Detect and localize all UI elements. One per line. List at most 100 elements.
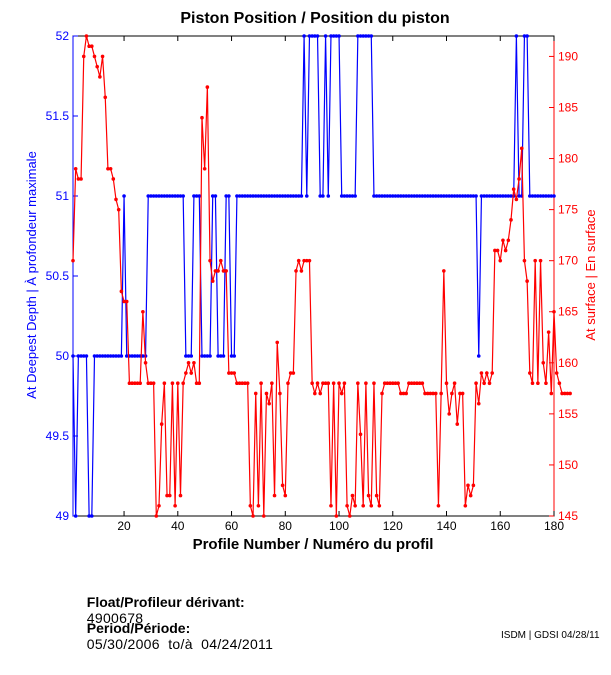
deepest-depth-point — [517, 194, 521, 198]
surface-point — [544, 381, 548, 386]
surface-point — [458, 391, 462, 396]
surface-point — [447, 412, 452, 416]
surface-point — [224, 269, 228, 273]
surface-point — [245, 381, 250, 386]
deepest-depth-point — [119, 354, 124, 358]
deepest-depth-point — [205, 354, 210, 358]
x-tick-label: 80 — [279, 519, 293, 533]
deepest-depth-point — [356, 34, 360, 38]
surface-point — [404, 391, 409, 396]
surface-point — [552, 309, 556, 314]
deepest-depth-point — [310, 34, 314, 38]
surface-point — [374, 493, 379, 498]
surface-point — [189, 371, 194, 375]
surface-point — [205, 85, 210, 89]
deepest-depth-point — [210, 194, 215, 198]
deepest-depth-point — [525, 34, 529, 38]
deepest-depth-point — [272, 194, 277, 198]
float-label: Float/Profileur dérivant: — [86, 594, 245, 610]
deepest-depth-point — [498, 194, 503, 198]
surface-point — [237, 381, 242, 386]
surface-point — [380, 391, 384, 396]
deepest-depth-point — [237, 194, 242, 198]
deepest-depth-point — [259, 194, 263, 198]
right-y-tick-label: 160 — [558, 356, 578, 370]
surface-point — [396, 381, 400, 386]
surface-point — [554, 371, 559, 375]
deepest-depth-point — [267, 194, 271, 198]
deepest-depth-point — [224, 194, 228, 198]
deepest-depth-point — [466, 194, 470, 198]
deepest-depth-point — [280, 194, 285, 198]
surface-point — [557, 381, 562, 386]
deepest-depth-point — [227, 194, 231, 198]
deepest-depth-point — [264, 194, 269, 198]
deepest-depth-point — [377, 194, 382, 198]
surface-point — [218, 258, 223, 263]
surface-point — [530, 381, 535, 386]
deepest-depth-point — [213, 194, 218, 198]
surface-point — [487, 381, 492, 386]
deepest-depth-point — [192, 194, 196, 198]
deepest-depth-point — [474, 194, 478, 198]
surface-point — [385, 381, 390, 386]
deepest-depth-point — [167, 194, 172, 198]
x-tick-label: 140 — [436, 519, 456, 533]
deepest-depth-point — [92, 354, 97, 358]
surface-point — [356, 381, 360, 386]
surface-point — [433, 391, 438, 396]
deepest-depth-point — [208, 354, 212, 358]
float-value: 4900678 — [86, 610, 144, 626]
deepest-depth-point — [339, 194, 344, 198]
deepest-depth-point — [396, 194, 400, 198]
deepest-depth-point — [423, 194, 427, 198]
surface-point — [81, 54, 86, 59]
surface-point — [498, 258, 503, 263]
deepest-depth-point — [366, 34, 371, 38]
surface-point — [493, 248, 497, 253]
surface-point — [417, 381, 422, 386]
surface-point — [412, 381, 417, 386]
deepest-depth-point — [313, 34, 317, 38]
deepest-depth-point — [388, 194, 392, 198]
surface-point — [130, 381, 134, 386]
deepest-depth-point — [197, 194, 202, 198]
surface-point — [299, 269, 304, 273]
deepest-depth-point — [468, 194, 473, 198]
deepest-depth-point — [95, 354, 99, 358]
deepest-depth-point — [399, 194, 403, 198]
deepest-depth-point — [552, 194, 556, 198]
surface-point — [431, 391, 435, 396]
surface-point — [522, 258, 527, 263]
deepest-depth-point — [84, 354, 89, 358]
surface-point — [103, 95, 108, 100]
deepest-depth-point — [369, 34, 374, 38]
deepest-depth-point — [533, 194, 537, 198]
surface-point — [98, 75, 102, 79]
deepest-depth-point — [374, 194, 379, 198]
deepest-depth-point — [130, 354, 134, 358]
surface-point — [420, 381, 425, 386]
surface-point — [409, 381, 414, 386]
surface-point — [122, 299, 126, 304]
surface-point — [240, 381, 245, 386]
deepest-depth-series-line — [72, 35, 554, 517]
deepest-depth-point — [122, 194, 126, 198]
surface-point — [106, 166, 110, 171]
deepest-depth-point — [501, 194, 505, 198]
surface-point — [235, 381, 239, 386]
surface-point — [100, 54, 105, 59]
surface-point — [208, 258, 212, 263]
deepest-depth-point — [331, 34, 336, 38]
deepest-depth-point — [415, 194, 419, 198]
surface-point — [358, 432, 363, 437]
deepest-depth-point — [304, 194, 309, 198]
surface-point — [347, 514, 352, 518]
deepest-depth-point — [442, 194, 446, 198]
surface-point — [519, 146, 524, 151]
surface-point — [476, 401, 481, 406]
deepest-depth-point — [487, 194, 492, 198]
deepest-depth-point — [318, 194, 323, 198]
surface-point — [533, 258, 537, 263]
surface-point — [511, 187, 516, 191]
